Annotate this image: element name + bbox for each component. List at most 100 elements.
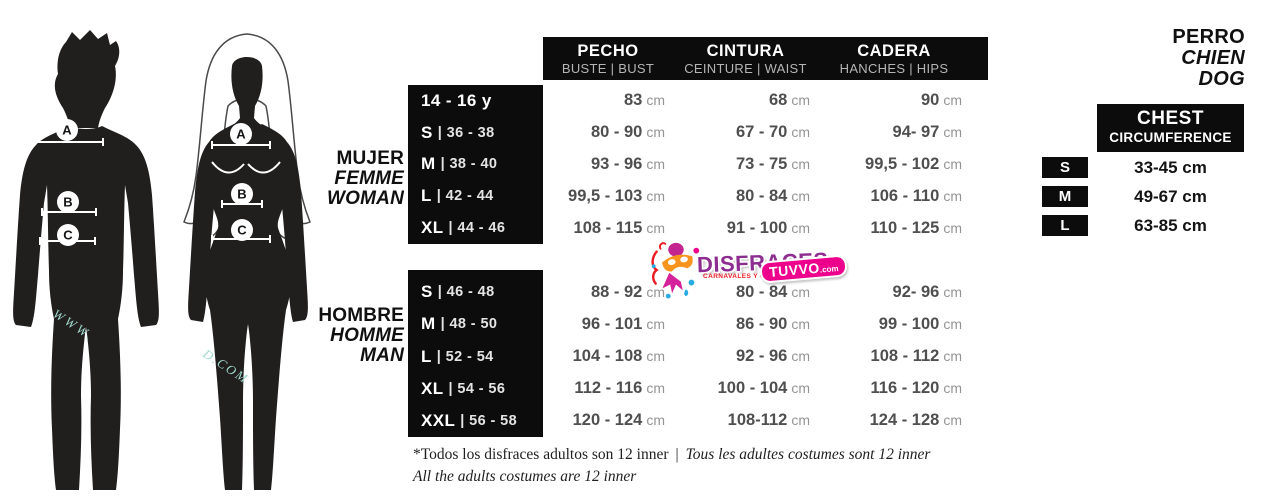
size-label: XL [421,378,444,398]
cintura-value: 108-112 cm [727,411,810,430]
dog-header-line2: CIRCUMFERENCE [1109,130,1232,145]
cintura-value: 92 - 96 cm [735,346,810,365]
marker-b: B [63,195,72,210]
label-chien: CHIEN [1181,47,1245,69]
man-markers: A B C [56,119,79,246]
size-label: 14 - 16 y [421,90,492,110]
pecho-value: 104 - 108 cm [572,346,665,365]
cintura-value: 80 - 84 cm [735,186,810,205]
marker-a: A [62,123,72,138]
men-table-row: 112 - 116 cm 100 - 104 cm 116 - 120 cm [543,373,970,405]
size-range: | 44 - 46 [448,220,506,237]
women-table-row: 93 - 96 cm 73 - 75 cm 99,5 - 102 cm [543,149,970,181]
size-label: XXL [421,410,456,430]
header-cintura-main: CINTURA [706,41,785,60]
label-homme: HOMME [330,325,404,346]
woman-measure-lines [211,141,271,243]
size-label-row: XL | 54 - 56 [408,373,543,405]
cadera-value: 99 - 100 cm [878,314,962,333]
size-label: S [421,282,433,302]
dog-size-row: M 49-67 cm [1042,186,1244,207]
label-mujer: MUJER [336,148,404,169]
marker-c: C [63,228,73,243]
header-cintura: CINTURA CEINTURE | WAIST [673,42,818,76]
size-label-row: XXL | 56 - 58 [408,405,543,437]
size-label: L [421,346,432,366]
size-label-row: S | 46 - 48 [408,276,543,308]
dog-size-label: L [1042,215,1088,236]
pecho-value: 99,5 - 103 cm [568,186,665,205]
size-label-row: XL | 44 - 46 [408,212,543,244]
cadera-value: 92- 96 cm [892,282,962,301]
cadera-value: 99,5 - 102 cm [865,154,962,173]
label-perro: PERRO [1172,26,1245,48]
woman-silhouette: A B C D.COM [183,33,311,490]
footnote-line1: *Todos los disfraces adultos son 12 inne… [413,444,1013,466]
man-silhouette: A B C WWW. [13,30,159,490]
dog-header-line1: CHEST [1137,108,1204,129]
cintura-value: 86 - 90 cm [735,314,810,333]
women-table-row: 108 - 115 cm 91 - 100 cm 110 - 125 cm [543,212,970,244]
men-size-box: S | 46 - 48 M | 48 - 50 L | 52 - 54 XL | 54 … [408,270,543,437]
size-label: XL [421,218,444,238]
header-pecho: PECHO BUSTE | BUST [543,42,673,76]
size-label-row: L | 42 - 44 [408,180,543,212]
women-size-box: 14 - 16 y S | 36 - 38 M | 38 - 40 L | 42 - … [408,85,543,244]
women-table-row: 83 cm 68 cm 90 cm [543,85,970,117]
dog-section-title: PERRO CHIEN DOG [1095,27,1245,90]
size-label-row: 14 - 16 y [408,85,543,117]
label-femme: FEMME [334,168,404,189]
dog-size-row: S 33-45 cm [1042,157,1244,178]
cintura-value: 100 - 104 cm [717,379,810,398]
men-group-label: HOMBRE HOMME MAN [280,306,404,366]
size-range: | 52 - 54 [436,348,494,365]
pecho-value: 88 - 92 cm [590,282,665,301]
header-pecho-main: PECHO [577,41,639,60]
pecho-value: 112 - 116 cm [574,379,665,398]
footnote-separator: | [675,446,679,463]
dog-size-row: L 63-85 cm [1042,215,1244,236]
size-label-row: L | 52 - 54 [408,340,543,372]
carnival-mask-icon [651,242,700,299]
footnote: *Todos los disfraces adultos son 12 inne… [413,444,1013,488]
size-label: M [421,314,436,334]
cintura-value: 73 - 75 cm [735,154,810,173]
label-man: MAN [360,345,404,366]
men-table-row: 88 - 92 cm 80 - 84 cm 92- 96 cm [543,276,970,308]
pecho-value: 83 cm [623,91,665,110]
header-cadera-main: CADERA [857,41,931,60]
women-group-label: MUJER FEMME WOMAN [280,149,404,209]
size-label-row: M | 48 - 50 [408,308,543,340]
cadera-value: 108 - 112 cm [870,346,962,365]
cintura-value: 91 - 100 cm [726,218,810,237]
disfraces-tuvvo-logo: DISFRACES CARNAVALES Y COMPLEMENTOS TUVV… [648,238,858,304]
marker-b: B [237,187,246,202]
cadera-value: 106 - 110 cm [870,186,962,205]
marker-a: A [236,127,246,142]
size-label-row: M | 38 - 40 [408,149,543,181]
men-table-row: 104 - 108 cm 92 - 96 cm 108 - 112 cm [543,340,970,372]
dog-size-label: M [1042,186,1088,207]
cadera-value: 110 - 125 cm [870,218,962,237]
size-range: | 54 - 56 [448,380,506,397]
size-label: L [421,186,432,206]
woman-bust-lines [211,161,281,174]
cadera-value: 90 cm [920,91,962,110]
size-label: M [421,154,436,174]
size-range: | 38 - 40 [440,156,498,173]
dog-size-label: S [1042,157,1088,178]
header-cadera-sub: HANCHES | HIPS [839,60,949,76]
pecho-value: 80 - 90 cm [590,123,665,142]
dog-size-value: 63-85 cm [1134,216,1207,235]
pecho-value: 108 - 115 cm [573,218,665,237]
dog-chest-header: CHEST CIRCUMFERENCE [1097,104,1244,152]
marker-c: C [237,223,247,238]
size-label-row: S | 36 - 38 [408,117,543,149]
pecho-value: 93 - 96 cm [590,154,665,173]
dog-size-value: 49-67 cm [1134,187,1207,206]
woman-markers: A B C [230,123,253,241]
pecho-value: 96 - 101 cm [581,314,665,333]
footnote-spanish: *Todos los disfraces adultos son 12 inne… [413,446,669,463]
header-pecho-sub: BUSTE | BUST [561,60,655,76]
